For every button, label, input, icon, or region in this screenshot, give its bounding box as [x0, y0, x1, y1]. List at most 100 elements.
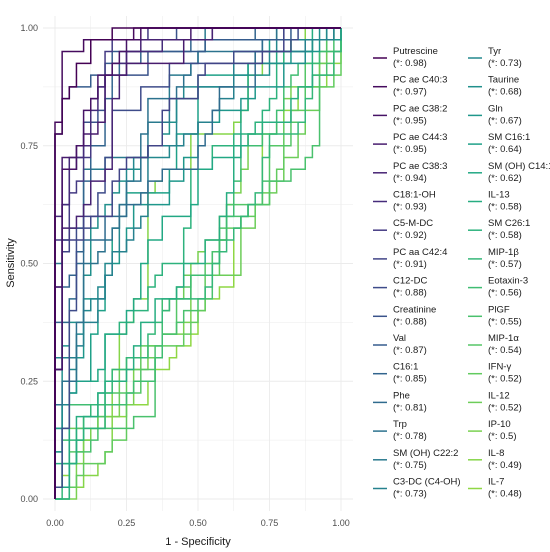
legend-label: IP-10 [488, 419, 511, 430]
legend-label: SM (OH) C22:2 [393, 448, 458, 459]
legend-auc: (*: 0.87) [393, 345, 427, 356]
roc-curve-sm-c26-1 [55, 27, 341, 500]
legend-auc: (*: 0.88) [393, 316, 427, 327]
legend-auc: (*: 0.92) [393, 230, 427, 241]
legend-auc: (*: 0.55) [488, 316, 522, 327]
legend-item: PC ae C38:3(*: 0.94) [373, 161, 447, 184]
legend-auc: (*: 0.48) [488, 489, 522, 500]
legend-label: Phe [393, 390, 410, 401]
roc-curve-putrescine [54, 27, 341, 499]
legend-auc: (*: 0.98) [393, 58, 427, 69]
legend-auc: (*: 0.52) [488, 402, 522, 413]
legend-auc: (*: 0.52) [488, 374, 522, 385]
legend-label: C16:1 [393, 362, 418, 373]
legend-auc: (*: 0.95) [393, 144, 427, 155]
legend-item: Phe(*: 0.81) [373, 390, 427, 413]
legend-item: Eotaxin-3(*: 0.56) [468, 276, 528, 299]
roc-curve-il-13 [54, 27, 341, 499]
legend-auc: (*: 0.56) [488, 288, 522, 299]
y-tick-label: 1.00 [20, 23, 38, 33]
legend-auc: (*: 0.67) [488, 115, 522, 126]
legend-label: IL-13 [488, 190, 510, 201]
legend-auc: (*: 0.5) [488, 431, 517, 442]
legend-item: SM (OH) C14:1(*: 0.62) [468, 161, 550, 184]
legend-item: IFN-γ(*: 0.52) [468, 362, 522, 385]
legend-label: MIP-1α [488, 333, 519, 344]
legend-label: IL-8 [488, 448, 504, 459]
legend-item: PlGF(*: 0.55) [468, 304, 522, 327]
legend-item: Gln(*: 0.67) [468, 103, 522, 126]
y-tick-label: 0.25 [20, 376, 38, 386]
legend-item: IL-12(*: 0.52) [468, 390, 522, 413]
x-tick-label: 0.00 [46, 518, 64, 528]
legend-item: PC ae C44:3(*: 0.95) [373, 132, 447, 155]
legend-label: C12-DC [393, 276, 427, 287]
legend-label: Tyr [488, 46, 501, 57]
legend-auc: (*: 0.85) [393, 374, 427, 385]
roc-curves [54, 27, 342, 500]
legend-auc: (*: 0.49) [488, 460, 522, 471]
legend-label: PC ae C38:3 [393, 161, 447, 172]
legend-label: Eotaxin-3 [488, 276, 528, 287]
legend-auc: (*: 0.88) [393, 288, 427, 299]
x-axis-title: 1 - Specificity [165, 536, 231, 548]
legend-label: IL-12 [488, 390, 510, 401]
legend: Putrescine(*: 0.98) PC ae C40:3(*: 0.97) P… [373, 46, 550, 500]
legend-item: SM (OH) C22:2(*: 0.75) [373, 448, 458, 471]
legend-item: C12-DC(*: 0.88) [373, 276, 427, 299]
legend-label: MIP-1β [488, 247, 519, 258]
legend-label: PC ae C38:2 [393, 103, 447, 114]
legend-item: C5-M-DC(*: 0.92) [373, 218, 433, 241]
legend-label: SM C26:1 [488, 218, 530, 229]
legend-label: C5-M-DC [393, 218, 433, 229]
legend-item: SM C16:1(*: 0.64) [468, 132, 530, 155]
legend-label: Val [393, 333, 406, 344]
legend-auc: (*: 0.91) [393, 259, 427, 270]
legend-item: C18:1-OH(*: 0.93) [373, 190, 436, 213]
legend-auc: (*: 0.64) [488, 144, 522, 155]
legend-label: PlGF [488, 304, 510, 315]
legend-auc: (*: 0.75) [393, 460, 427, 471]
legend-item: PC aa C42:4(*: 0.91) [373, 247, 447, 270]
legend-label: PC ae C44:3 [393, 132, 447, 143]
legend-label: PC aa C42:4 [393, 247, 447, 258]
y-axis-title: Sensitivity [5, 238, 17, 288]
legend-auc: (*: 0.93) [393, 202, 427, 213]
x-tick-label: 0.75 [261, 518, 279, 528]
legend-auc: (*: 0.94) [393, 173, 427, 184]
legend-auc: (*: 0.68) [488, 87, 522, 98]
legend-label: Gln [488, 103, 503, 114]
y-tick-label: 0.75 [20, 141, 38, 151]
legend-label: Taurine [488, 75, 519, 86]
legend-item: C3-DC (C4-OH)(*: 0.73) [373, 477, 461, 500]
axes: 1 - Specificity Sensitivity 0.00 0.25 0.50… [5, 23, 350, 548]
legend-auc: (*: 0.58) [488, 230, 522, 241]
legend-auc: (*: 0.73) [393, 489, 427, 500]
legend-item: MIP-1α(*: 0.54) [468, 333, 522, 356]
legend-auc: (*: 0.73) [488, 58, 522, 69]
legend-item: C16:1(*: 0.85) [373, 362, 427, 385]
legend-label: C18:1-OH [393, 190, 436, 201]
legend-auc: (*: 0.95) [393, 115, 427, 126]
legend-item: PC ae C38:2(*: 0.95) [373, 103, 447, 126]
legend-item: IP-10(*: 0.5) [468, 419, 517, 442]
legend-item: Creatinine(*: 0.88) [373, 304, 436, 327]
legend-item: IL-7(*: 0.48) [468, 477, 522, 500]
legend-item: Val(*: 0.87) [373, 333, 427, 356]
legend-label: SM (OH) C14:1 [488, 161, 550, 172]
legend-item: IL-13(*: 0.58) [468, 190, 522, 213]
legend-item: Putrescine(*: 0.98) [373, 46, 438, 69]
legend-item: Tyr(*: 0.73) [468, 46, 522, 69]
legend-auc: (*: 0.58) [488, 202, 522, 213]
legend-item: Taurine(*: 0.68) [468, 75, 522, 98]
legend-auc: (*: 0.78) [393, 431, 427, 442]
y-tick-label: 0.50 [20, 259, 38, 269]
legend-auc: (*: 0.97) [393, 87, 427, 98]
legend-label: PC ae C40:3 [393, 75, 447, 86]
legend-auc: (*: 0.57) [488, 259, 522, 270]
legend-auc: (*: 0.62) [488, 173, 522, 184]
legend-item: Trp(*: 0.78) [373, 419, 427, 442]
